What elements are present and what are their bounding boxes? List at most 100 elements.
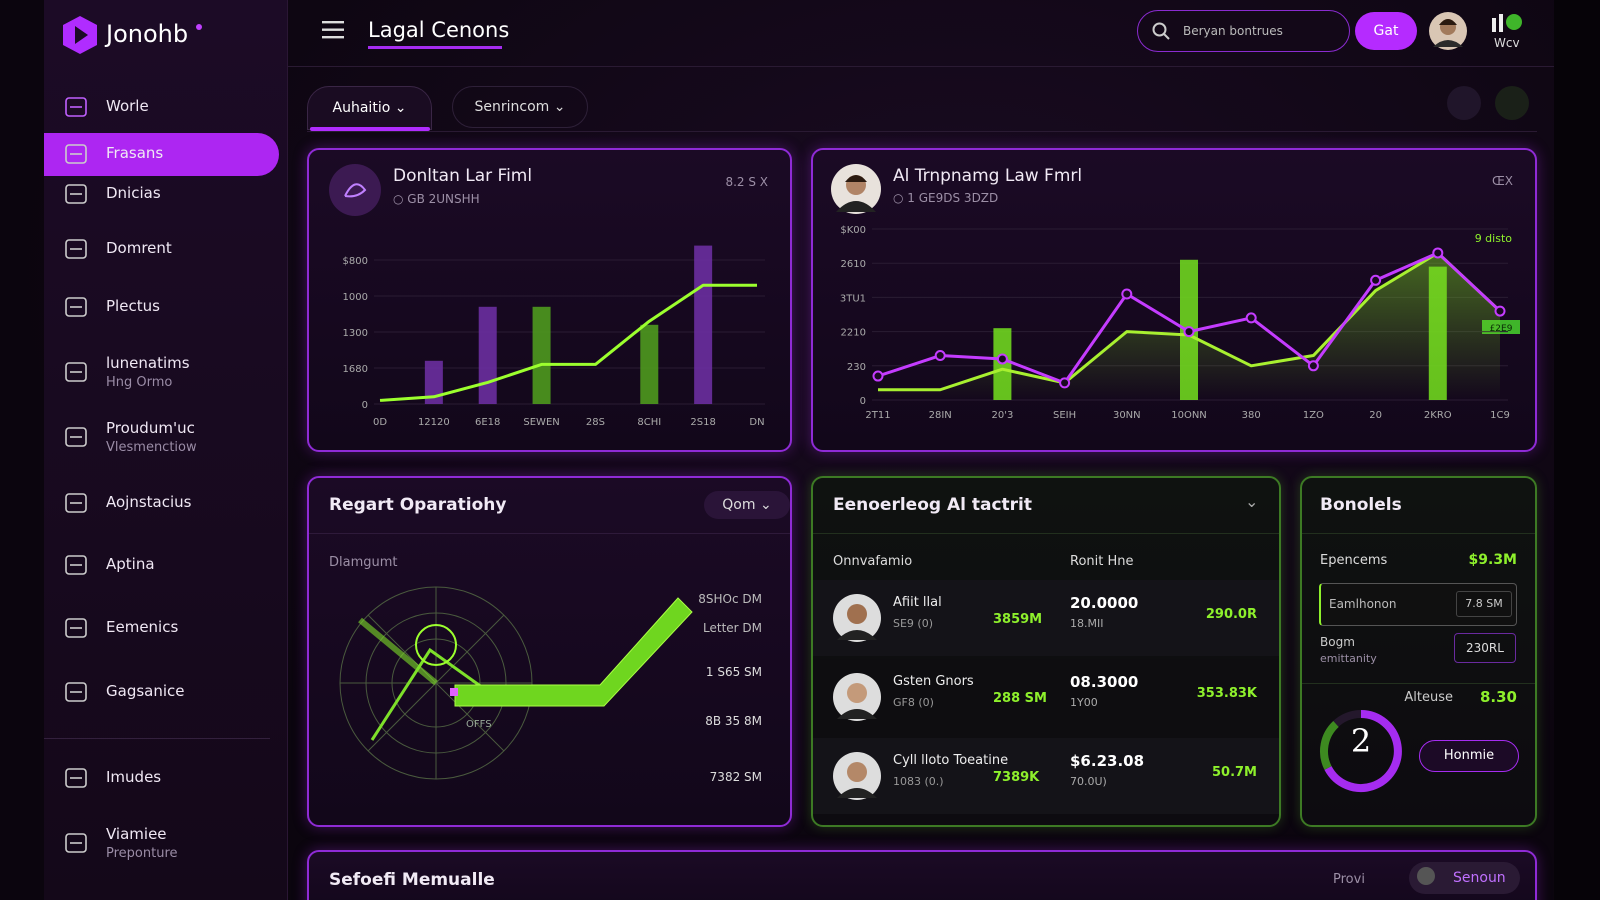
avatar-body — [837, 630, 877, 640]
tool-button[interactable] — [1447, 86, 1481, 120]
nav-icon-shape — [65, 768, 87, 788]
column-header: Onnvafamio — [833, 554, 913, 569]
link[interactable]: Provi — [1333, 872, 1365, 887]
nav-icon — [65, 239, 87, 259]
table-row[interactable] — [813, 659, 1279, 735]
input-box[interactable]: Eamlhonon 7.8 SM — [1319, 583, 1517, 626]
nav-icon-shape — [65, 833, 87, 853]
dropdown-label: Qom — [722, 497, 756, 513]
nav-icon-shape — [65, 97, 87, 117]
card-subtitle-text: 1 GE9DS 3DZD — [907, 191, 999, 205]
nav-label[interactable]: Worle — [106, 97, 149, 115]
nav-label[interactable]: Plectus — [106, 297, 160, 315]
avatar — [831, 164, 881, 214]
nav-icon — [65, 618, 87, 638]
divider — [813, 533, 1279, 534]
divider — [1302, 683, 1535, 684]
topbar-border — [288, 66, 1554, 67]
logo — [63, 16, 97, 54]
row-total: 50.7M — [1211, 765, 1257, 780]
nav-icon-shape — [65, 239, 87, 259]
card-title: Donltan Lar Fiml — [393, 166, 533, 186]
nav-icon — [65, 682, 87, 702]
tab[interactable]: Auhaitio ⌄ — [307, 86, 432, 130]
row-sub: SE9 (0) — [893, 617, 934, 630]
pill[interactable]: Senoun — [1409, 862, 1520, 894]
card: Al Trnpnamg Law Fmrl ○ 1 GE9DS 3DZD ŒX — [811, 148, 1537, 452]
brand: Jonohb — [106, 20, 189, 48]
search-box[interactable]: Beryan bontrues — [1137, 10, 1350, 52]
title-underline — [368, 46, 502, 49]
tab-label: Auhaitio — [332, 100, 391, 116]
nav-icon — [65, 833, 87, 853]
nav-active[interactable] — [44, 133, 279, 176]
table-row[interactable] — [813, 738, 1279, 814]
nav-label[interactable]: Aojnstacius — [106, 493, 192, 511]
card: Eenoerleog Al tactrit ⌄ Onnvafamio Ronit… — [811, 476, 1281, 827]
tab-border — [307, 131, 1537, 132]
avatar-body — [837, 709, 877, 719]
card: Regart Oparatiohy Qom ⌄ Dlamgumt — [307, 476, 792, 827]
row-total: 290.0R — [1205, 607, 1257, 622]
nav-label[interactable]: Gagsanice — [106, 682, 185, 700]
row-name: Afiit llal — [893, 595, 942, 610]
avatar-face — [847, 604, 867, 624]
row-total: 353.83K — [1196, 686, 1257, 701]
table-row[interactable] — [813, 580, 1279, 656]
nav-label[interactable]: Frasans — [106, 144, 164, 162]
field-label: Bogm — [1320, 635, 1355, 649]
row-name: Gsten Gnors — [893, 674, 974, 689]
nav-icon — [65, 97, 87, 117]
chevron[interactable]: ⌄ — [1245, 492, 1259, 511]
user-icon — [1492, 14, 1522, 32]
section-label: Dlamgumt — [329, 555, 398, 570]
nav-label[interactable]: Eemenics — [106, 618, 179, 636]
card: Sefoefi Memualle Provi Senoun — [307, 850, 1537, 900]
action-button[interactable]: Gat — [1355, 12, 1417, 50]
nav-label[interactable]: Aptina — [106, 555, 155, 573]
nav-icon — [65, 184, 87, 204]
nav-icon-shape — [65, 493, 87, 513]
tab-indicator — [310, 127, 430, 131]
divider — [309, 533, 790, 534]
nav-sublabel: Preponture — [106, 846, 178, 861]
dropdown[interactable]: Qom ⌄ — [704, 491, 790, 519]
ring-value: 2 — [1350, 722, 1372, 760]
tool-button[interactable] — [1495, 86, 1529, 120]
nav-icon — [65, 493, 87, 513]
row-value: 7389K — [993, 770, 1040, 785]
nav-label[interactable]: Imudes — [106, 768, 162, 786]
menu-button[interactable] — [322, 20, 344, 40]
nav-label[interactable]: Dnicias — [106, 184, 161, 202]
row-amount: 20.0000 — [1070, 594, 1139, 612]
card-title: Al Trnpnamg Law Fmrl — [893, 166, 1083, 186]
row-amount: 08.3000 — [1070, 673, 1139, 691]
card-title: Regart Oparatiohy — [329, 495, 507, 515]
nav-icon-shape — [65, 297, 87, 317]
tab[interactable]: Senrincom ⌄ — [452, 86, 588, 128]
avatar-face — [847, 683, 867, 703]
nav-label[interactable]: Domrent — [106, 239, 172, 257]
nav-label[interactable]: lunenatims — [106, 354, 190, 372]
field-sub: emittanity — [1320, 652, 1377, 665]
column-header: Ronit Hne — [1070, 554, 1134, 569]
button[interactable]: Honmie — [1419, 740, 1519, 772]
nav-icon-shape — [65, 144, 87, 164]
card-subtitle-text: GB 2UNSHH — [407, 192, 480, 206]
nav-icon-shape — [65, 618, 87, 638]
input-value: 7.8 SM — [1456, 591, 1512, 617]
search-icon — [1152, 22, 1170, 40]
row-amount-sub: 18.MII — [1070, 617, 1104, 630]
field-value: 230RL — [1454, 633, 1516, 663]
tab-label: Senrincom — [474, 99, 550, 115]
avatar — [833, 594, 881, 642]
avatar-body — [837, 788, 877, 798]
card-title: Eenoerleog Al tactrit — [833, 495, 1033, 515]
nav-icon — [65, 555, 87, 575]
brand-dot — [196, 24, 202, 30]
nav-label[interactable]: Proudum'uc — [106, 419, 195, 437]
user-avatar[interactable] — [1428, 11, 1468, 51]
nav-icon-shape — [65, 682, 87, 702]
nav-label[interactable]: Viamiee — [106, 825, 167, 843]
card-title: Bonolels — [1320, 495, 1402, 515]
